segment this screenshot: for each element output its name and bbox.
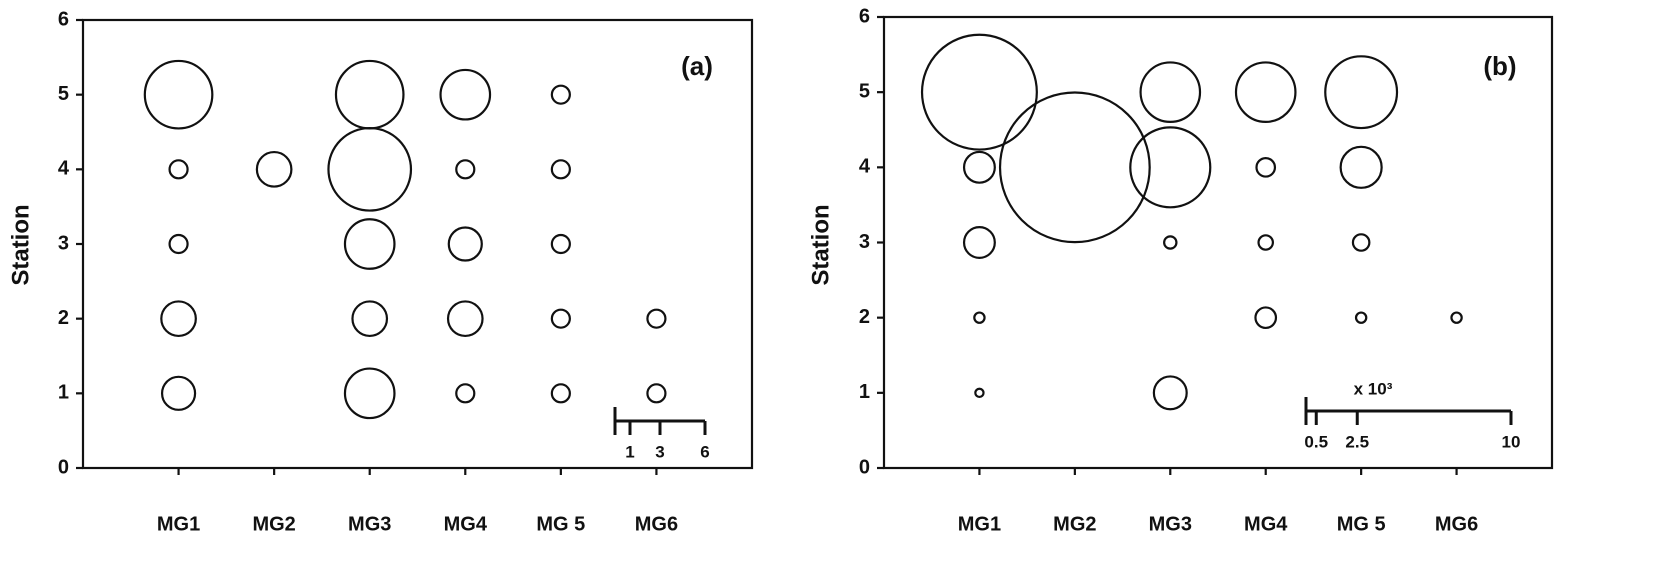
y-tick-label: 0: [859, 456, 870, 478]
y-tick-label: 2: [859, 306, 870, 328]
bubble: [343, 218, 396, 270]
bubble: [550, 233, 571, 255]
bubble: [455, 159, 476, 180]
bubble: [327, 126, 413, 212]
bubble: [160, 300, 197, 338]
bubble: [455, 383, 476, 404]
size-tick-label: 10: [1502, 432, 1521, 451]
panel-label: (b): [1483, 51, 1516, 81]
bubble: [1234, 61, 1297, 123]
size-tick-label: 0.5: [1304, 432, 1328, 451]
bubble: [1257, 234, 1274, 251]
y-tick-label: 0: [58, 456, 69, 478]
x-tick-label: MG3: [1149, 513, 1192, 535]
bubble: [446, 300, 484, 338]
bubble: [962, 226, 996, 259]
y-tick-label: 4: [58, 158, 70, 180]
y-tick-label: 6: [58, 8, 69, 30]
x-tick-label: MG2: [252, 513, 295, 535]
bubble: [343, 367, 396, 420]
bubble: [447, 226, 483, 262]
size-tick-label: 6: [700, 442, 709, 461]
bubble: [962, 150, 996, 184]
y-axis-label: Station: [807, 204, 834, 285]
x-tick-label: MG3: [348, 513, 391, 535]
x-tick-label: MG 5: [536, 513, 585, 535]
bubble: [550, 84, 571, 105]
x-tick-label: MG1: [157, 513, 200, 535]
bubble: [646, 383, 667, 404]
y-tick-label: 1: [859, 381, 870, 403]
bubble: [351, 300, 389, 338]
bubble: [255, 150, 293, 188]
x-tick-label: MG2: [1053, 513, 1096, 535]
bubble: [1354, 311, 1368, 324]
bubble: [1351, 233, 1371, 252]
bubble: [1129, 126, 1212, 209]
bubble: [973, 311, 986, 324]
size-tick-label: 3: [655, 442, 664, 461]
bubble: [550, 308, 571, 329]
bubble: [1152, 375, 1188, 411]
y-tick-label: 2: [58, 307, 69, 329]
size-unit-note: x 10³: [1354, 379, 1393, 398]
y-tick-label: 3: [859, 231, 870, 253]
x-tick-label: MG6: [1435, 513, 1478, 535]
x-tick-label: MG1: [958, 513, 1001, 535]
bubble: [550, 383, 571, 404]
y-tick-label: 1: [58, 382, 69, 404]
panel-label: (a): [681, 51, 713, 81]
bubble: [974, 387, 985, 399]
bubble: [1450, 311, 1463, 324]
bubble: [1163, 235, 1178, 250]
y-axis-label: Station: [7, 204, 34, 285]
y-tick-label: 5: [58, 83, 69, 105]
bubble: [646, 308, 667, 329]
size-tick-label: 1: [625, 442, 634, 461]
bubble: [1339, 145, 1383, 189]
bubble: [143, 59, 214, 130]
bubble: [1139, 61, 1202, 123]
y-tick-label: 6: [859, 5, 870, 27]
bubble: [160, 375, 197, 411]
bubble: [1254, 306, 1278, 330]
bubble: [168, 159, 189, 180]
bubble: [168, 233, 189, 255]
bubble: [1324, 55, 1399, 130]
size-tick-label: 2.5: [1345, 432, 1369, 451]
x-tick-label: MG 5: [1337, 513, 1386, 535]
y-tick-label: 4: [859, 156, 871, 178]
bubble: [334, 59, 405, 130]
x-tick-label: MG4: [1244, 513, 1288, 535]
bubble: [550, 159, 571, 180]
y-tick-label: 3: [58, 232, 69, 254]
plot-frame: [882, 15, 1554, 470]
y-tick-label: 5: [859, 80, 870, 102]
x-tick-label: MG6: [635, 513, 678, 535]
bubble: [439, 68, 492, 121]
bubble: [920, 33, 1038, 151]
bubble: [1255, 157, 1277, 178]
bubble: [998, 91, 1151, 244]
x-tick-label: MG4: [444, 513, 488, 535]
